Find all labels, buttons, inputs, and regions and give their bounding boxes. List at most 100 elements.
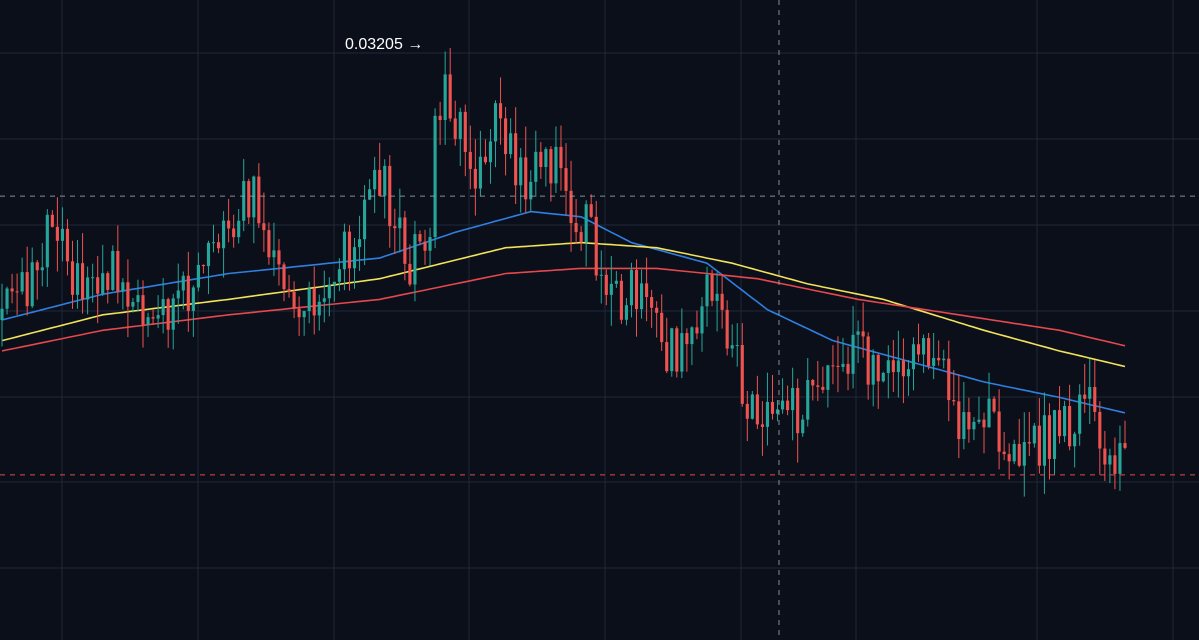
candle-body <box>357 239 362 248</box>
candle-body <box>352 247 357 269</box>
candle-body <box>614 280 618 284</box>
candle-body <box>927 338 931 366</box>
candle-body <box>524 157 528 200</box>
candle-body <box>463 111 467 152</box>
candle-body <box>111 250 115 290</box>
candle-body <box>1017 444 1021 466</box>
candle-body <box>493 103 498 142</box>
candle-body <box>851 334 855 374</box>
candle-body <box>947 358 951 401</box>
candle-body <box>660 312 664 343</box>
candle-body <box>161 299 165 316</box>
candle-body <box>1047 415 1052 459</box>
candle-body <box>55 226 59 241</box>
candle-body <box>846 363 850 374</box>
candle-body <box>428 237 432 251</box>
candle-body <box>841 363 845 367</box>
candle-body <box>871 354 875 385</box>
candle-body <box>634 270 639 310</box>
candle-body <box>96 277 100 294</box>
candle-body <box>20 272 24 292</box>
candle-body <box>599 274 603 276</box>
candle-body <box>423 241 427 251</box>
candle-body <box>327 284 331 299</box>
candle-body <box>786 400 790 411</box>
candle-body <box>725 309 729 349</box>
candle-body <box>584 204 588 243</box>
candle-body <box>347 231 352 269</box>
candle-body <box>554 146 558 184</box>
candle-body <box>690 327 694 345</box>
ma-mid-line <box>1 241 1126 368</box>
candle-body <box>483 156 488 163</box>
candle-body <box>398 217 402 229</box>
candle-body <box>861 331 865 337</box>
candle-body <box>816 385 820 387</box>
candle-body <box>297 308 301 318</box>
candle-body <box>589 204 593 217</box>
candle-body <box>720 293 724 310</box>
candle-body <box>86 277 90 300</box>
candle-body <box>937 357 941 361</box>
candle-body <box>685 333 689 345</box>
candle-body <box>307 288 311 312</box>
candle-body <box>987 398 991 428</box>
candle-body <box>363 199 367 240</box>
candle-body <box>529 181 533 200</box>
candle-body <box>574 223 578 233</box>
candle-body <box>1052 410 1057 459</box>
candle-body <box>227 220 231 229</box>
candle-body <box>765 401 770 427</box>
candle-body <box>131 301 135 307</box>
candle-body <box>146 317 150 325</box>
candle-body <box>498 103 503 119</box>
candle-body <box>196 264 200 288</box>
candle-body <box>322 298 326 302</box>
ma-fast-line <box>1 210 1126 414</box>
candle-body <box>0 308 4 320</box>
candle-body <box>50 214 54 227</box>
candle-body <box>458 111 462 139</box>
candle-body <box>1103 448 1107 465</box>
candle-body <box>1037 425 1041 466</box>
candle-body <box>60 228 64 241</box>
candle-body <box>5 288 9 309</box>
candle-body <box>604 274 608 295</box>
candle-body <box>388 165 392 227</box>
candle-body <box>1042 415 1046 466</box>
candle-body <box>619 280 623 320</box>
candle-body <box>932 357 936 366</box>
candle-body <box>438 115 442 121</box>
candle-body <box>10 288 14 292</box>
candle-body <box>448 74 452 119</box>
candle-body <box>302 311 306 318</box>
candle-body <box>680 333 684 372</box>
candle-body <box>247 181 251 218</box>
candle-body <box>775 409 780 414</box>
candle-body <box>337 269 341 282</box>
price-high-label: 0.03205 → <box>345 36 423 53</box>
candles-layer[interactable] <box>0 47 1127 497</box>
candle-body <box>317 301 321 316</box>
candle-body <box>1098 411 1102 449</box>
candle-body <box>730 345 734 349</box>
candle-body <box>292 291 296 309</box>
candle-body <box>232 228 236 238</box>
candle-body <box>735 345 739 347</box>
candle-body <box>594 216 598 276</box>
candle-body <box>791 387 795 411</box>
candle-body <box>75 263 80 295</box>
candle-body <box>408 263 412 285</box>
candle-body <box>715 293 719 301</box>
candle-body <box>206 242 211 267</box>
candle-body <box>982 419 986 428</box>
moving-average-layer <box>1 210 1126 414</box>
candle-body <box>1022 442 1026 466</box>
candle-body <box>1093 386 1097 412</box>
ma-slow-line <box>1 267 1126 352</box>
candle-body <box>997 411 1001 452</box>
candle-body <box>81 263 85 300</box>
candle-body <box>801 419 805 434</box>
